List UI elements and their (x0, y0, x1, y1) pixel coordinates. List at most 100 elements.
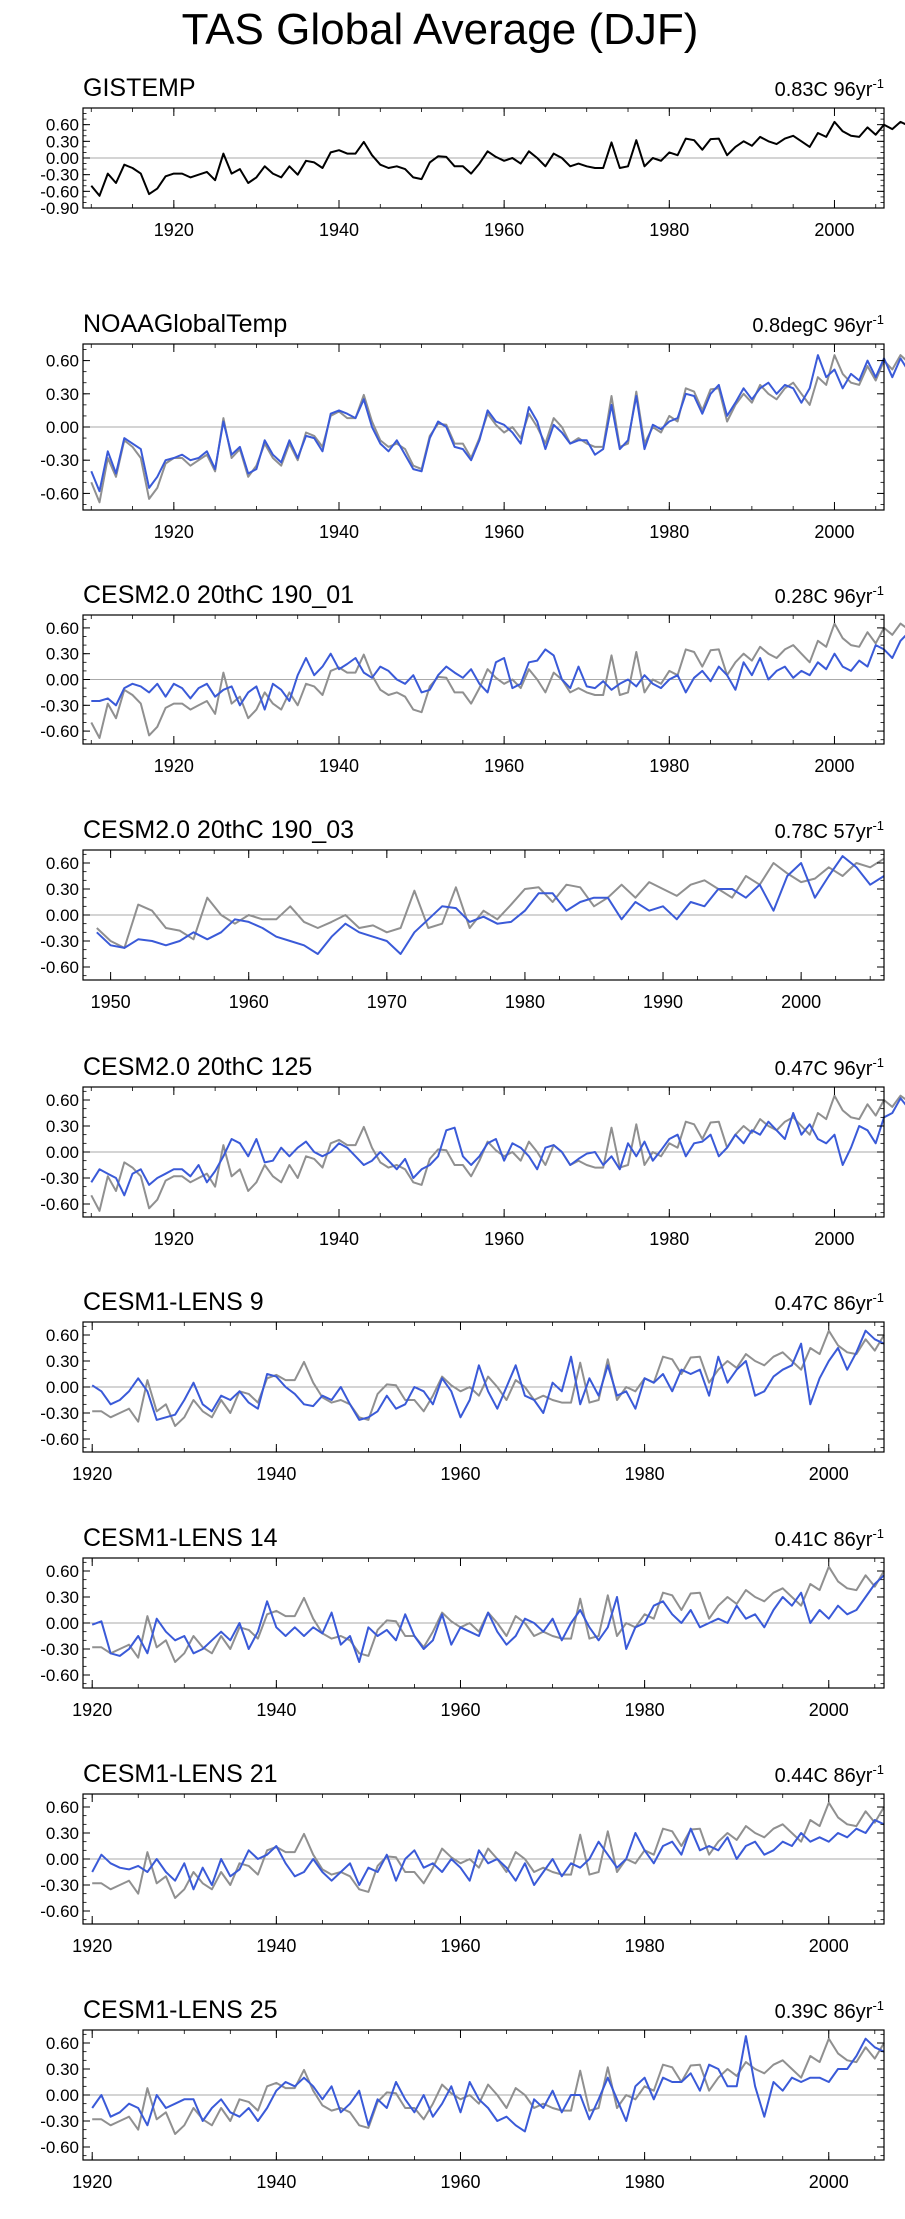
trend-value: 0.47C 86yr (775, 1293, 873, 1315)
series-line-reference (92, 1329, 885, 1427)
x-tick-label: 1920 (72, 2172, 112, 2192)
y-tick-label: -0.30 (40, 451, 79, 470)
x-tick-label: 2000 (814, 220, 854, 240)
trend-value: 0.8degC 96yr (752, 315, 872, 337)
y-tick-label: -0.30 (40, 1404, 79, 1423)
x-tick-label: 1980 (649, 522, 689, 542)
trend-exponent: -1 (872, 1762, 884, 1777)
x-tick-label: 1980 (625, 2172, 665, 2192)
x-tick-label: 1920 (154, 522, 194, 542)
trend-exponent: -1 (872, 1055, 884, 1070)
x-tick-label: 2000 (809, 1700, 849, 1720)
y-tick-label: 0.00 (46, 1143, 79, 1162)
y-tick-label: 0.00 (46, 906, 79, 925)
panels: GISTEMP 0.83C 96yr-1-0.90-0.60-0.300.000.… (40, 74, 905, 2192)
chart-panel: CESM2.0 20thC 190_03 0.78C 57yr-1 -0.60 -0.… (40, 816, 885, 1012)
y-tick-label: 0.00 (46, 149, 79, 168)
y-tick-label: -0.30 (40, 696, 79, 715)
chart-panel: CESM2.0 20thC 125 0.47C 96yr-1 -0.60 -0.30 0… (40, 1053, 905, 1249)
chart-panel: CESM1-LENS 9 0.47C 86yr-1 -0.60 -0.30 0.00 0.… (40, 1288, 885, 1484)
y-tick-label: 0.00 (46, 2086, 79, 2105)
series-line-model (91, 634, 905, 711)
trend-value: 0.28C 96yr (775, 586, 873, 608)
trend-exponent: -1 (872, 312, 884, 327)
y-tick-label: -0.30 (40, 166, 79, 185)
panel-trend: 0.28C 96yr-1 (775, 583, 884, 608)
series-line-reference (90, 622, 905, 739)
y-tick-label: -0.60 (40, 1666, 79, 1685)
x-tick-label: 1960 (440, 2172, 480, 2192)
panel-trend: 0.44C 86yr-1 (775, 1762, 884, 1787)
panel-title: CESM1-LENS 14 (83, 1524, 278, 1552)
y-tick-label: 0.00 (46, 671, 79, 690)
trend-value: 0.39C 86yr (775, 2001, 873, 2023)
series-line-reference (92, 2037, 885, 2135)
y-tick-label: -0.60 (40, 182, 79, 201)
x-tick-label: 1920 (72, 1700, 112, 1720)
y-tick-label: -0.60 (40, 1195, 79, 1214)
x-tick-label: 1940 (319, 1229, 359, 1249)
panel-title: GISTEMP (83, 74, 196, 102)
x-tick-label: 1960 (440, 1700, 480, 1720)
x-tick-label: 2000 (814, 1229, 854, 1249)
x-tick-label: 2000 (809, 2172, 849, 2192)
y-tick-label: -0.60 (40, 1902, 79, 1921)
y-tick-label: 0.30 (46, 2060, 79, 2079)
panel-trend: 0.8degC 96yr-1 (752, 312, 884, 337)
y-tick-label: 0.30 (46, 645, 79, 664)
panel-trend: 0.78C 57yr-1 (775, 818, 884, 843)
series-line-model (91, 1819, 885, 1891)
trend-exponent: -1 (872, 1526, 884, 1541)
chart-panel: CESM1-LENS 21 0.44C 86yr-1 -0.60 -0.30 0.00 0… (40, 1760, 885, 1956)
x-tick-label: 1960 (440, 1936, 480, 1956)
panel-trend: 0.83C 96yr-1 (775, 76, 884, 101)
y-tick-label: 0.60 (46, 1326, 79, 1345)
x-tick-label: 1960 (484, 220, 524, 240)
y-tick-label: 0.60 (46, 2034, 79, 2053)
panel-trend: 0.47C 96yr-1 (775, 1055, 884, 1080)
series-line-reference (92, 1801, 885, 1899)
x-tick-label: 1940 (256, 2172, 296, 2192)
series-line-model (90, 354, 905, 493)
series-line-model (90, 1097, 905, 1197)
series-line-model (91, 2035, 885, 2133)
x-tick-label: 1960 (229, 992, 269, 1012)
x-tick-label: 1920 (154, 1229, 194, 1249)
chart-panel: NOAAGlobalTemp 0.8degC 96yr-1 -0.60 -0.30 0.… (40, 310, 905, 542)
series-line-reference (96, 857, 885, 949)
chart-panel: CESM1-LENS 25 0.39C 86yr-1 -0.60 -0.30 0.00 0… (40, 1996, 885, 2192)
panel-title: NOAAGlobalTemp (83, 310, 287, 338)
y-tick-label: -0.60 (40, 958, 79, 977)
panel-title: CESM2.0 20thC 190_01 (83, 581, 354, 609)
y-tick-label: 0.00 (46, 418, 79, 437)
panel-trend: 0.41C 86yr-1 (775, 1526, 884, 1551)
x-tick-label: 1920 (72, 1464, 112, 1484)
y-tick-label: 0.60 (46, 1798, 79, 1817)
trend-value: 0.41C 86yr (775, 1529, 873, 1551)
y-tick-label: 0.60 (46, 854, 79, 873)
x-tick-label: 1960 (484, 522, 524, 542)
panel-title: CESM1-LENS 9 (83, 1288, 264, 1316)
x-tick-label: 1920 (154, 756, 194, 776)
trend-value: 0.44C 86yr (775, 1765, 873, 1787)
y-tick-label: 0.30 (46, 1824, 79, 1843)
x-tick-label: 1920 (72, 1936, 112, 1956)
y-tick-label: -0.30 (40, 2112, 79, 2131)
y-tick-label: 0.60 (46, 1091, 79, 1110)
y-tick-label: -0.30 (40, 1640, 79, 1659)
x-tick-label: 1940 (256, 1464, 296, 1484)
y-tick-label: 0.30 (46, 1117, 79, 1136)
series-line-observed (90, 120, 905, 197)
series-line-reference (90, 1094, 905, 1212)
series-line-model (96, 855, 885, 955)
y-tick-label: -0.90 (40, 199, 79, 218)
x-tick-label: 1940 (256, 1936, 296, 1956)
x-tick-label: 2000 (809, 1464, 849, 1484)
series-line-model (91, 1574, 885, 1663)
trend-exponent: -1 (872, 76, 884, 91)
y-tick-label: 0.30 (46, 1588, 79, 1607)
y-tick-label: 0.00 (46, 1378, 79, 1397)
x-tick-label: 1980 (505, 992, 545, 1012)
panel-title: CESM2.0 20thC 125 (83, 1053, 312, 1081)
